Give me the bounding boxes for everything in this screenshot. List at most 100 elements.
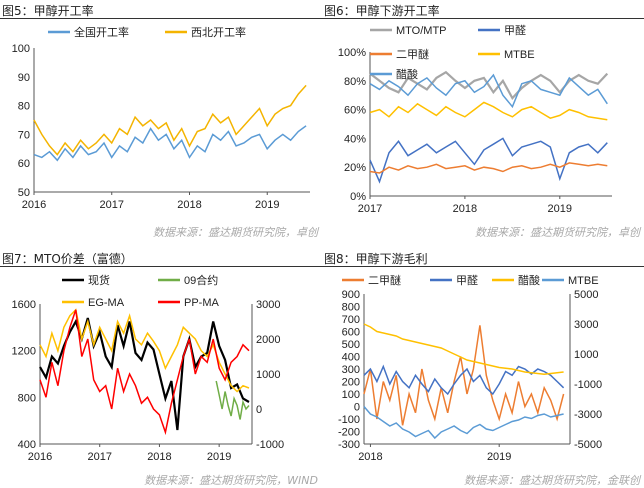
y-tick-label-right: 1000 [256, 369, 280, 381]
y-tick-label-right: -1000 [574, 379, 602, 391]
chart-plot: -300-200-1000100200300400500600700800900… [338, 273, 602, 463]
x-tick-label: 2018 [177, 199, 201, 211]
chart-title: 图8：甲醇下游毛利 [324, 252, 428, 266]
y-tick-label: 800 [342, 302, 360, 314]
y-tick-label: 20% [344, 162, 366, 174]
x-tick-label: 2019 [487, 451, 511, 463]
y-tick-label: 400 [342, 352, 360, 364]
series-line [369, 70, 609, 100]
series-line [369, 101, 608, 121]
chart-title: 图5：甲醇开工率 [2, 4, 94, 18]
y-tick-label: 1600 [12, 299, 36, 311]
series-line [215, 380, 250, 420]
series-line [363, 323, 564, 376]
series-line [39, 309, 250, 436]
x-tick-label: 2018 [358, 451, 382, 463]
y-tick-label-right: 2000 [256, 334, 280, 346]
x-tick-label: 2016 [22, 199, 46, 211]
y-tick-label: 200 [342, 377, 360, 389]
y-tick-label: -300 [338, 439, 360, 451]
legend-label: 全国开工率 [74, 25, 129, 39]
chart-plot: 400 800 1200 1600 -1000 0 1000 2000 3000 2016 2017… [12, 273, 285, 463]
divider [0, 18, 322, 19]
y-tick-label: 600 [342, 327, 360, 339]
y-tick-label-right: 3000 [256, 299, 280, 311]
x-tick-label: 2019 [548, 203, 572, 215]
chart-source: 数据来源：盛达期货研究院，WIND [144, 474, 318, 487]
y-tick-label: 70 [18, 129, 30, 141]
x-tick-label: 2017 [358, 203, 382, 215]
y-tick-label: 50 [18, 187, 30, 199]
x-tick-label: 2019 [255, 199, 279, 211]
y-tick-label: 100 [12, 43, 30, 55]
y-tick-label: 60% [344, 105, 366, 117]
y-tick-label: 800 [18, 392, 36, 404]
legend-label: MTBE [504, 49, 535, 61]
chart-source: 数据来源：盛达期货研究院，卓创 [475, 226, 640, 239]
legend-label: EG-MA [88, 297, 125, 309]
series-line [363, 325, 565, 426]
x-tick-label: 2018 [453, 203, 477, 215]
legend-label: MTO/MTP [396, 25, 447, 37]
y-tick-label-right: 3000 [574, 319, 598, 331]
panel-downstream-margin: 图8：甲醇下游毛利 -300 -200 -100 0 100 200 300 400 500 60… [322, 248, 644, 488]
legend-label: 现货 [88, 273, 110, 287]
y-tick-label-right: -5000 [574, 439, 602, 451]
chart-source: 数据来源：盛达期货研究院，金联创 [464, 474, 640, 487]
panel-operating-rate: 图5：甲醇开工率 50 60 70 80 90 100 2016 2017 2018 2019 全国… [0, 0, 322, 240]
divider [0, 266, 322, 267]
divider [322, 18, 644, 19]
chart-plot: 50 60 70 80 90 100 2016 2017 2018 2019 全国开工率 西北开工率 [12, 25, 310, 211]
x-tick-label: 2016 [28, 451, 52, 463]
series-line [369, 73, 608, 109]
legend-label: 二甲醚 [368, 273, 401, 287]
chart-title: 图7：MTO价差（富德） [2, 252, 133, 266]
legend-label: PP-MA [184, 297, 220, 309]
legend-label: 二甲醚 [396, 47, 429, 61]
x-tick-label: 2017 [100, 199, 124, 211]
legend-label: 西北开工率 [191, 25, 246, 39]
y-tick-label-right: -3000 [574, 409, 602, 421]
y-tick-label: -200 [338, 427, 360, 439]
series-line [33, 84, 307, 156]
y-tick-label: 400 [18, 439, 36, 451]
series-line [33, 125, 307, 162]
legend-label: 甲醛 [504, 23, 526, 37]
legend-label: 醋酸 [396, 67, 418, 81]
y-tick-label: 300 [342, 364, 360, 376]
y-tick-label: 60 [18, 158, 30, 170]
series-line [39, 317, 250, 431]
series-line [369, 137, 608, 184]
y-tick-label: 700 [342, 314, 360, 326]
series-line [363, 406, 564, 440]
y-tick-label: 900 [342, 289, 360, 301]
x-tick-label: 2019 [207, 451, 231, 463]
y-tick-label: 100 [342, 389, 360, 401]
y-tick-label: 90 [18, 72, 30, 84]
panel-mto-spread: 图7：MTO价差（富德） 400 800 1200 1600 -1000 0 1000 200… [0, 248, 322, 488]
x-tick-label: 2018 [147, 451, 171, 463]
legend-label: 甲醛 [456, 273, 478, 287]
y-tick-label: 1200 [12, 346, 36, 358]
panel-downstream-rate: 图6：甲醇下游开工率 0% 20% 40% 60% 80% 100% 2017 2018 201… [322, 0, 644, 240]
divider [322, 266, 644, 267]
y-tick-label: 80% [344, 76, 366, 88]
legend-label: MTBE [568, 275, 599, 287]
y-tick-label-right: -1000 [256, 439, 284, 451]
chart-title: 图6：甲醇下游开工率 [324, 4, 440, 18]
chart-plot: 0% 20% 40% 60% 80% 100% 2017 2018 2019 MTO/MTP 甲醛二… [338, 23, 612, 215]
legend-label: 09合约 [184, 273, 218, 287]
y-tick-label: 500 [342, 339, 360, 351]
y-tick-label-right: 5000 [574, 289, 598, 301]
y-tick-label: 80 [18, 101, 30, 113]
y-tick-label: 100% [338, 47, 366, 59]
x-tick-label: 2017 [87, 451, 111, 463]
y-tick-label-right: 0 [256, 404, 262, 416]
y-tick-label: 0 [354, 402, 360, 414]
chart-source: 数据来源：盛达期货研究院，卓创 [153, 226, 318, 239]
legend-label: 醋酸 [518, 273, 540, 287]
y-tick-label: -100 [338, 414, 360, 426]
y-tick-label: 40% [344, 133, 366, 145]
series-line [363, 364, 565, 396]
y-tick-label-right: 1000 [574, 349, 598, 361]
